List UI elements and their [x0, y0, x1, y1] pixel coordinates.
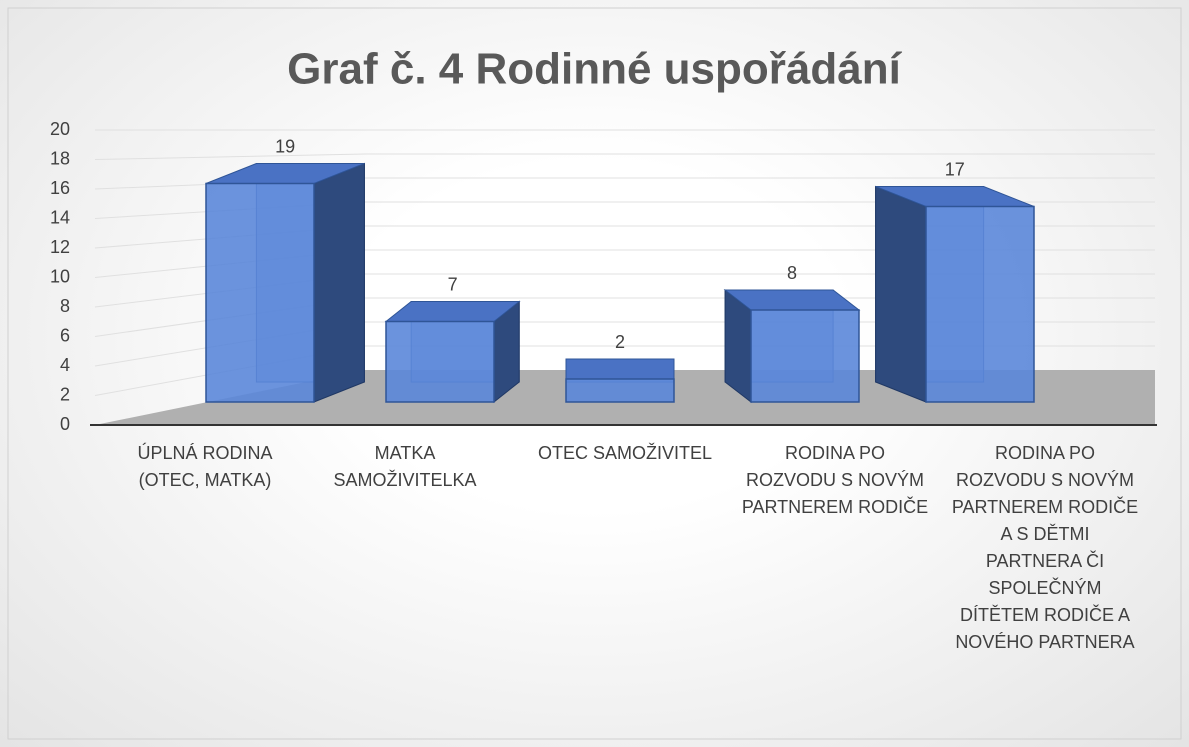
data-label: 19 [275, 136, 295, 156]
grid-line [94, 153, 366, 160]
bar [205, 182, 315, 403]
x-tick-label: ÚPLNÁ RODINA (OTEC, MATKA) [137, 443, 273, 490]
x-tick-label: RODINA PO ROZVODU S NOVÝM PARTNEREM RODI… [741, 443, 929, 517]
y-tick-label: 4 [60, 355, 70, 375]
y-tick-label: 10 [50, 266, 70, 286]
bar-top [565, 358, 675, 380]
y-tick-label: 14 [50, 207, 70, 227]
data-label: 7 [448, 274, 458, 294]
y-tick-label: 12 [50, 237, 70, 257]
bar-side [313, 162, 365, 403]
y-tick-label: 18 [50, 148, 70, 168]
chart-title: Graf č. 4 Rodinné uspořádání [287, 45, 902, 94]
x-tick-label: MATKA SAMOŽIVITELKA [333, 443, 477, 490]
bar [385, 320, 495, 403]
bar [925, 205, 1035, 403]
y-tick-label: 16 [50, 178, 70, 198]
data-label: 8 [787, 263, 797, 283]
y-tick-label: 8 [60, 296, 70, 316]
chart-border [7, 7, 1182, 740]
bar [750, 309, 860, 403]
y-tick-label: 6 [60, 325, 70, 345]
x-tick-label: RODINA PO ROZVODU S NOVÝM PARTNEREM RODI… [951, 443, 1139, 652]
x-tick-label: OTEC SAMOŽIVITEL [537, 443, 713, 463]
y-tick-label: 20 [50, 119, 70, 139]
y-tick-label: 2 [60, 384, 70, 404]
data-label: 17 [945, 159, 965, 179]
y-tick-label: 0 [60, 414, 70, 434]
data-label: 2 [615, 332, 625, 352]
bar-side [875, 185, 927, 403]
bar [565, 378, 675, 403]
